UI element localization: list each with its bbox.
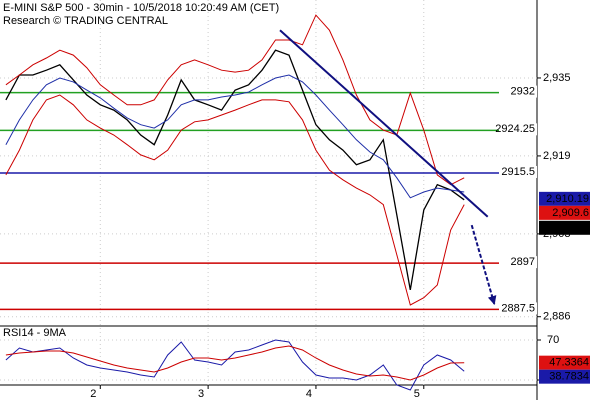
rsi-tick-label: 70 <box>547 334 559 346</box>
level-label-bg <box>499 256 537 269</box>
x-tick-label: 4 <box>306 388 312 400</box>
level-label: 2924.25 <box>495 123 535 135</box>
x-tick-label: 3 <box>198 388 204 400</box>
price-tag-label: 2,910.19 <box>546 193 589 205</box>
level-label: 2887.5 <box>501 302 535 314</box>
price-tag-box <box>539 220 590 235</box>
series-line <box>5 49 465 291</box>
y-tick-label: 2,886 <box>543 311 571 323</box>
price-tag-label: 2,909.6 <box>552 207 589 219</box>
rsi-line <box>5 345 465 381</box>
price-tag-box <box>539 369 590 384</box>
arrow <box>470 224 496 306</box>
price-tag-box <box>539 191 590 206</box>
y-tick-label: 2,919 <box>543 150 571 162</box>
level-label-bg <box>499 302 537 315</box>
x-tick-label: 5 <box>414 388 420 400</box>
rsi-title: RSI14 - 9MA <box>3 327 67 339</box>
price-tag-box <box>539 205 590 220</box>
rsi-line <box>5 339 465 391</box>
trendline <box>279 29 489 218</box>
level-label: 2897 <box>511 256 535 268</box>
x-tick-label: 2 <box>90 388 96 400</box>
chart-title: E-MINI S&P 500 - 30min - 10/5/2018 10:20… <box>3 2 279 14</box>
chart-subtitle: Research © TRADING CENTRAL <box>3 15 168 27</box>
arrow-head <box>487 295 497 306</box>
series-line <box>5 74 465 199</box>
price-tag-label: 47.3364 <box>549 357 589 369</box>
level-label-bg <box>499 165 537 178</box>
series-line <box>5 14 465 186</box>
price-tag-label: 38.7834 <box>549 371 589 383</box>
level-label-bg <box>499 85 537 98</box>
price-tag-box <box>539 355 590 370</box>
series-line <box>5 94 465 306</box>
level-label: 2915.5 <box>501 166 535 178</box>
y-tick-label: 2,935 <box>543 72 571 84</box>
price-tag-label: 2,904.25 <box>546 222 589 234</box>
level-label-bg <box>499 123 537 136</box>
level-label: 2932 <box>511 85 535 97</box>
